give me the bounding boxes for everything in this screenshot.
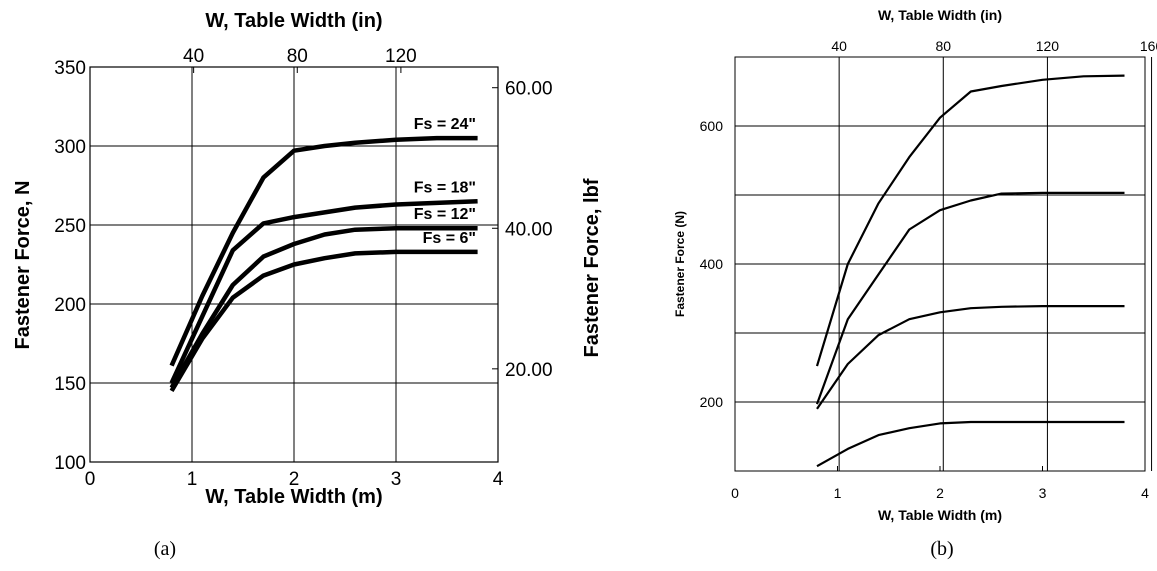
series-line-3: [169, 225, 478, 389]
x-tick-label: 1: [187, 469, 198, 490]
top-tick-label: 160: [1140, 38, 1157, 54]
x-tick-label: 4: [493, 469, 504, 490]
y-tick-label: 250: [54, 216, 86, 237]
chart-a-y-axis-label: Fastener Force, N: [12, 181, 34, 350]
x-tick-label: 4: [1141, 485, 1149, 501]
right-tick-label: 60.00: [505, 79, 553, 100]
x-tick-label: 0: [85, 469, 96, 490]
chart-b-caption: (b): [930, 538, 953, 560]
chart-a-series-labels: Fs = 24" Fs = 18" Fs = 12" Fs = 6": [414, 116, 476, 247]
chart-a: 0 1 2 3 4 100 150 200 250 300 350 40 80 120 20.00 40…: [12, 10, 603, 560]
chart-b-top-axis-label: W, Table Width (in): [878, 7, 1002, 23]
series-line-4: [816, 420, 1125, 468]
series-line-4: [169, 249, 478, 393]
top-tick-label: 80: [287, 46, 308, 67]
chart-b: 0 1 2 3 4 200 400 600 40 80 120 160 W, Table Widt…: [673, 7, 1157, 560]
chart-a-right-ticks: 20.00 40.00 60.00: [492, 79, 553, 381]
y-tick-label: 200: [700, 394, 724, 410]
top-tick-label: 40: [183, 46, 204, 67]
chart-a-caption: (a): [154, 538, 176, 560]
chart-b-grid: [735, 57, 1153, 471]
series-label: Fs = 24": [414, 116, 476, 133]
top-tick-label: 120: [1036, 38, 1060, 54]
series-label: Fs = 6": [423, 230, 476, 247]
chart-a-right-axis-label: Fastener Force, lbf: [581, 178, 603, 357]
series-line-2: [169, 199, 478, 384]
series-line-2: [815, 191, 1125, 405]
chart-b-series: [815, 74, 1125, 468]
x-tick-label: 0: [731, 485, 739, 501]
x-tick-label: 2: [289, 469, 300, 490]
chart-b-x-axis-label: W, Table Width (m): [878, 507, 1002, 523]
y-tick-label: 350: [54, 58, 86, 79]
chart-a-grid: [90, 67, 498, 462]
x-tick-label: 3: [391, 469, 402, 490]
chart-b-top-ticks: 40 80 120 160: [831, 38, 1157, 54]
y-tick-label: 150: [54, 374, 86, 395]
x-tick-label: 2: [936, 485, 944, 501]
top-tick-label: 40: [831, 38, 847, 54]
chart-b-x-ticks: 0 1 2 3 4: [731, 466, 1149, 501]
y-tick-label: 200: [54, 295, 86, 316]
y-tick-label: 300: [54, 137, 86, 158]
top-tick-label: 80: [935, 38, 951, 54]
series-line-1: [169, 135, 478, 367]
y-tick-label: 600: [700, 118, 724, 134]
right-tick-label: 40.00: [505, 219, 553, 240]
chart-b-y-ticks: 200 400 600: [700, 118, 724, 410]
x-tick-label: 1: [834, 485, 842, 501]
chart-a-y-ticks: 100 150 200 250 300 350: [54, 58, 86, 474]
y-tick-label: 100: [54, 453, 86, 474]
chart-a-top-axis-label: W, Table Width (in): [205, 10, 382, 32]
y-tick-label: 400: [700, 256, 724, 272]
series-label: Fs = 18": [414, 179, 476, 196]
chart-a-plot-frame: [89, 66, 499, 463]
series-label: Fs = 12": [414, 206, 476, 223]
chart-a-top-ticks: 40 80 120: [183, 46, 417, 73]
chart-a-series: [169, 135, 478, 393]
chart-a-x-ticks: 0 1 2 3 4: [85, 469, 504, 490]
right-tick-label: 20.00: [505, 360, 553, 381]
top-tick-label: 120: [385, 46, 417, 67]
series-line-1: [815, 74, 1125, 367]
chart-b-y-axis-label: Fastener Force (N): [673, 211, 687, 317]
chart-a-x-axis-label: W, Table Width (m): [205, 486, 382, 508]
x-tick-label: 3: [1039, 485, 1047, 501]
series-line-3: [816, 305, 1125, 410]
